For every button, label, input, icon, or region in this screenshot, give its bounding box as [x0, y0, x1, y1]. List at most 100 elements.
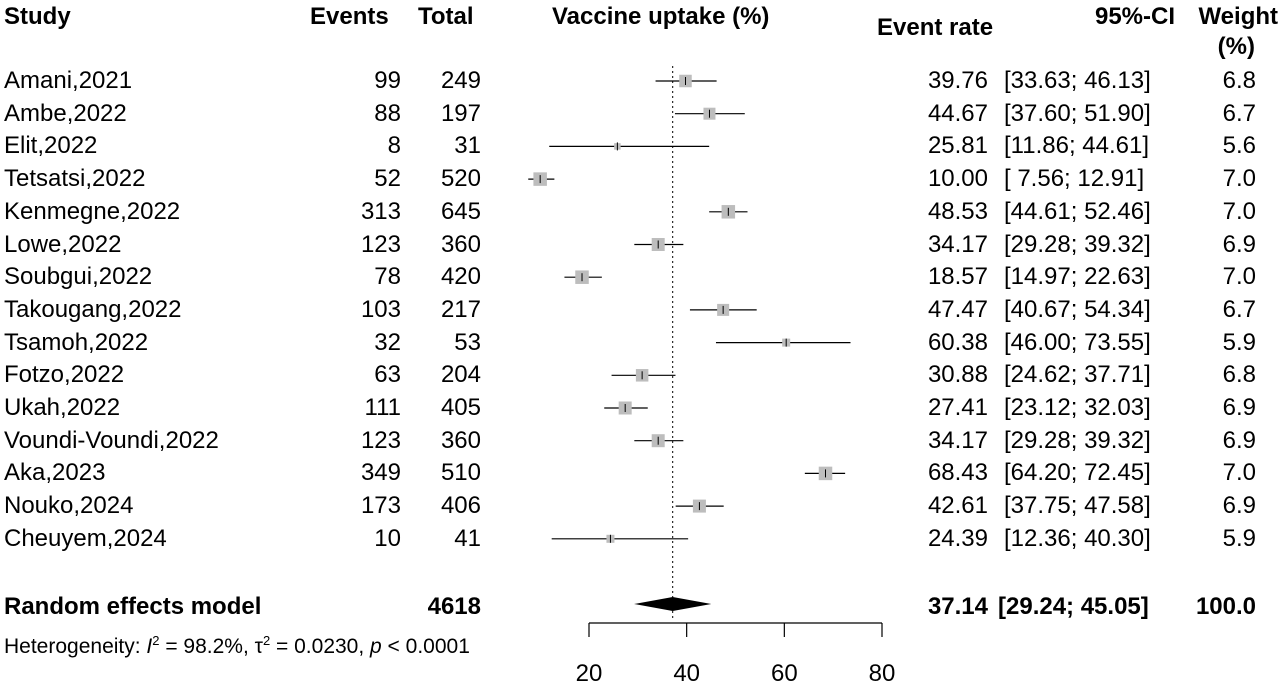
study-rate: 27.41 [927, 394, 988, 421]
study-events: 313 [360, 198, 401, 225]
study-events: 349 [360, 459, 401, 486]
study-name: Fotzo,2022 [4, 361, 125, 388]
study-total: 360 [440, 231, 481, 258]
study-total: 41 [454, 525, 481, 552]
header-plot-title: Vaccine uptake (%) [552, 3, 770, 30]
study-weight: 5.9 [1222, 329, 1256, 356]
p-value: < 0.0001 [381, 635, 470, 658]
study-rate: 18.57 [927, 263, 988, 290]
study-rate: 24.39 [927, 525, 988, 552]
study-events: 32 [374, 329, 401, 356]
i2-superscript: 2 [152, 633, 160, 648]
study-name: Takougang,2022 [4, 296, 182, 323]
study-events: 173 [360, 492, 401, 519]
summary-weight: 100.0 [1195, 593, 1256, 620]
study-events: 123 [360, 427, 401, 454]
study-total: 405 [440, 394, 481, 421]
study-rate: 60.38 [927, 329, 988, 356]
study-weight: 7.0 [1222, 165, 1256, 192]
study-events: 78 [374, 263, 401, 290]
header-event-rate: Event rate [877, 14, 994, 41]
study-name: Tetsatsi,2022 [4, 165, 146, 192]
study-rate: 47.47 [927, 296, 988, 323]
study-events: 103 [360, 296, 401, 323]
study-events: 10 [374, 525, 401, 552]
study-rate: 42.61 [927, 492, 988, 519]
study-total: 645 [440, 198, 481, 225]
study-name: Elit,2022 [4, 132, 98, 159]
heterogeneity-prefix: Heterogeneity: [4, 635, 147, 658]
study-total: 204 [440, 361, 481, 388]
x-tick-label: 60 [771, 660, 798, 684]
study-name: Voundi-Voundi,2022 [4, 427, 219, 454]
study-name: Lowe,2022 [4, 231, 122, 258]
i2-value: = 98.2%, [159, 635, 255, 658]
header-total: Total [418, 3, 474, 30]
study-weight: 7.0 [1222, 263, 1256, 290]
study-name: Tsamoh,2022 [4, 329, 149, 356]
study-name: Kenmegne,2022 [4, 198, 181, 225]
x-tick-label: 80 [869, 660, 896, 684]
study-name: Ukah,2022 [4, 394, 121, 421]
study-total: 406 [440, 492, 481, 519]
study-total: 53 [454, 329, 481, 356]
study-rate: 10.00 [927, 165, 988, 192]
header-weight: Weight [1198, 3, 1278, 30]
study-total: 249 [440, 67, 481, 94]
study-total: 510 [440, 459, 481, 486]
study-ci: [23.12; 32.03] [1004, 394, 1151, 421]
study-total: 31 [454, 132, 481, 159]
study-rate: 25.81 [927, 132, 988, 159]
summary-rate: 37.14 [927, 593, 988, 620]
study-rate: 30.88 [927, 361, 988, 388]
study-ci: [ 7.56; 12.91] [1004, 165, 1145, 192]
study-events: 99 [374, 67, 401, 94]
study-events: 123 [360, 231, 401, 258]
study-name: Aka,2023 [4, 459, 106, 486]
study-ci: [37.75; 47.58] [1004, 492, 1151, 519]
tau-symbol: τ [254, 635, 263, 658]
study-weight: 6.8 [1222, 361, 1256, 388]
study-rate: 39.76 [927, 67, 988, 94]
study-name: Ambe,2022 [4, 100, 127, 127]
study-name: Nouko,2024 [4, 492, 134, 519]
study-name: Amani,2021 [4, 67, 133, 94]
study-weight: 6.9 [1222, 394, 1256, 421]
study-rate: 34.17 [927, 427, 988, 454]
study-ci: [11.86; 44.61] [1004, 132, 1150, 159]
study-ci: [44.61; 52.46] [1004, 198, 1151, 225]
study-ci: [40.67; 54.34] [1004, 296, 1151, 323]
study-total: 197 [440, 100, 481, 127]
summary-label: Random effects model [4, 593, 262, 620]
heterogeneity-text: Heterogeneity: I2 = 98.2%, τ2 = 0.0230, … [4, 627, 470, 661]
study-rate: 48.53 [927, 198, 988, 225]
study-name: Cheuyem,2024 [4, 525, 167, 552]
study-ci: [12.36; 40.30] [1004, 525, 1151, 552]
header-events: Events [310, 3, 389, 30]
tau-superscript: 2 [262, 633, 271, 648]
study-ci: [64.20; 72.45] [1004, 459, 1151, 486]
study-weight: 6.9 [1222, 492, 1256, 519]
i2-symbol: I [146, 635, 153, 658]
study-weight: 6.7 [1222, 296, 1256, 323]
study-weight: 5.6 [1222, 132, 1256, 159]
study-events: 88 [374, 100, 401, 127]
study-ci: [14.97; 22.63] [1004, 263, 1151, 290]
study-events: 52 [374, 165, 401, 192]
study-rate: 44.67 [927, 100, 988, 127]
study-weight: 6.7 [1222, 100, 1256, 127]
summary-total: 4618 [427, 593, 481, 620]
study-weight: 6.8 [1222, 67, 1256, 94]
study-events: 111 [364, 394, 401, 421]
tau-value: = 0.0230, [270, 635, 371, 658]
study-total: 360 [440, 427, 481, 454]
summary-ci: [29.24; 45.05] [998, 593, 1149, 620]
header-weight-unit: (%) [1217, 33, 1255, 60]
p-symbol: p [370, 635, 382, 658]
study-total: 217 [440, 296, 481, 323]
study-ci: [29.28; 39.32] [1004, 231, 1151, 258]
study-rate: 68.43 [927, 459, 988, 486]
study-ci: [29.28; 39.32] [1004, 427, 1151, 454]
study-ci: [33.63; 46.13] [1004, 67, 1151, 94]
